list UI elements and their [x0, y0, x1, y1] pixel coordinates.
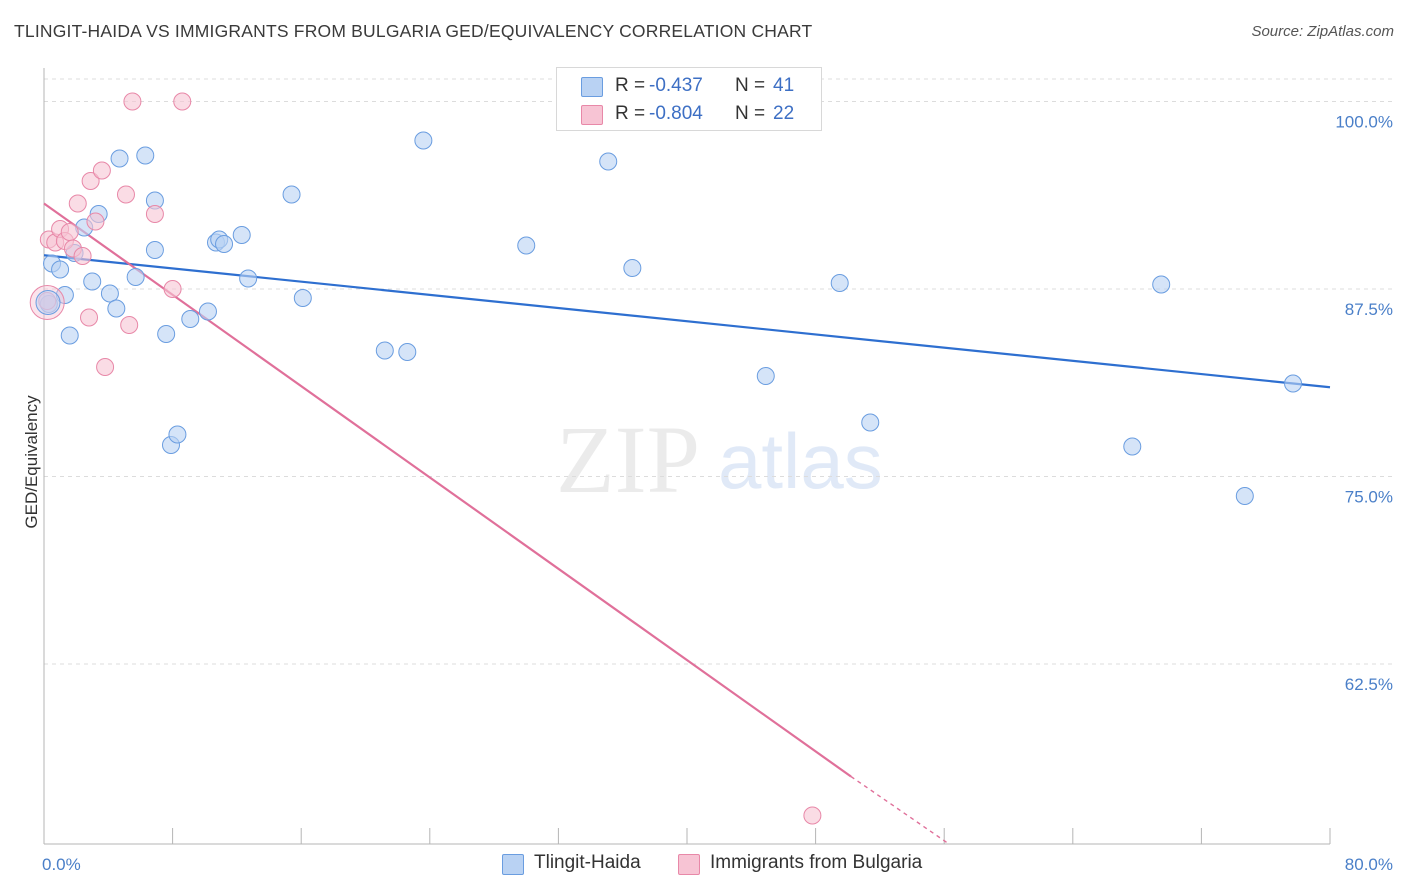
x-tick-label: 80.0% [1345, 855, 1393, 874]
tlingit-haida-point [168, 425, 187, 444]
watermark-zip: ZIP [556, 406, 700, 513]
bottom-legend-swatch-blue [502, 854, 524, 875]
bulgaria-point [173, 92, 192, 111]
tlingit-haida-point [110, 149, 129, 168]
tlingit-haida-point [1235, 487, 1254, 505]
chart-title: TLINGIT-HAIDA VS IMMIGRANTS FROM BULGARI… [14, 21, 813, 41]
legend-r-value: -0.437 [649, 75, 703, 96]
bulgaria-point [96, 358, 115, 376]
legend-row-tlingit-haida: R = -0.437 N = 41 [557, 73, 821, 101]
bulgaria-point [80, 308, 99, 327]
bulgaria-point [803, 806, 822, 825]
y-tick-label: 87.5% [1345, 300, 1393, 319]
bulgaria-point [120, 316, 139, 334]
y-tick-label: 75.0% [1345, 488, 1393, 507]
bottom-legend-label: Immigrants from Bulgaria [710, 852, 923, 873]
bulgaria-point [81, 172, 100, 190]
bulgaria-point [123, 92, 142, 111]
bulgaria-trend-line [43, 202, 852, 778]
tlingit-haida-point [1123, 437, 1142, 456]
y-axis-label: GED/Equivalency [22, 395, 41, 529]
trend-lines [43, 202, 1331, 845]
tlingit-haida-point [126, 268, 145, 286]
bulgaria-point [86, 212, 105, 231]
legend-n-label: N = [735, 103, 766, 124]
tlingit-haida-point [414, 131, 433, 150]
tlingit-haida-point [599, 152, 618, 171]
tlingit-haida-point [1284, 374, 1303, 393]
tlingit-haida-point [239, 269, 258, 288]
tlingit-haida-point [232, 226, 251, 244]
bottom-legend-swatch-pink [678, 854, 700, 875]
legend-row-bulgaria: R = -0.804 N = 22 [557, 101, 821, 129]
tlingit-haida-point [181, 310, 200, 328]
tlingit-haida-point [60, 326, 79, 345]
watermark: ZIP atlas [556, 406, 883, 513]
bulgaria-point [116, 185, 135, 204]
y-tick-label: 62.5% [1345, 675, 1393, 694]
tlingit-haida-point [136, 146, 155, 165]
data-points [29, 92, 1303, 825]
tlingit-haida-point [293, 289, 312, 307]
tlingit-haida-point [517, 236, 536, 255]
legend-swatch-blue [581, 77, 603, 97]
tlingit-haida-point [51, 260, 70, 279]
tlingit-haida-point [215, 235, 234, 253]
tlingit-haida-point [282, 185, 301, 204]
x-tick-label: 0.0% [42, 855, 81, 874]
grid-lines [44, 78, 1392, 665]
bulgaria-point [145, 205, 164, 223]
bulgaria-point [163, 280, 182, 298]
legend-n-value: 22 [773, 103, 795, 124]
bulgaria-point [68, 194, 87, 213]
watermark-atlas: atlas [718, 417, 883, 505]
tick-labels: 100.0% 87.5% 75.0% 62.5% 0.0% 80.0% [42, 113, 1393, 875]
bottom-legend-label: Tlingit-Haida [534, 852, 641, 873]
tlingit-haida-point [623, 259, 642, 277]
bulgaria-point [60, 223, 79, 241]
tlingit-haida-point [756, 367, 775, 385]
correlation-legend: R = -0.437 N = 41 R = -0.804 N = 22 [556, 67, 822, 131]
bulgaria-point [73, 247, 92, 265]
tlingit-haida-trend-line [43, 254, 1331, 389]
tlingit-haida-point-large [35, 290, 61, 315]
tlingit-haida-point [157, 325, 176, 343]
tlingit-haida-point [83, 272, 102, 291]
legend-r-label: R = [615, 75, 646, 96]
tlingit-haida-point [861, 413, 880, 432]
bulgaria-trend-extension [850, 775, 950, 845]
legend-swatch-pink [581, 105, 603, 125]
legend-r-label: R = [615, 103, 646, 124]
y-tick-label: 100.0% [1335, 113, 1393, 132]
tlingit-haida-point [830, 274, 849, 292]
tlingit-haida-point [100, 284, 119, 303]
bulgaria-point [92, 161, 111, 180]
tlingit-haida-point [1152, 275, 1171, 294]
source-label: Source: ZipAtlas.com [1251, 23, 1394, 40]
tlingit-haida-point [107, 299, 126, 318]
axes [43, 68, 1331, 845]
tlingit-haida-point [398, 343, 417, 361]
legend-r-value: -0.804 [649, 103, 703, 124]
tlingit-haida-point [198, 302, 217, 321]
legend-n-value: 41 [773, 75, 795, 96]
tlingit-haida-point [375, 341, 394, 360]
tlingit-haida-point [145, 241, 164, 259]
legend-n-label: N = [735, 75, 766, 96]
